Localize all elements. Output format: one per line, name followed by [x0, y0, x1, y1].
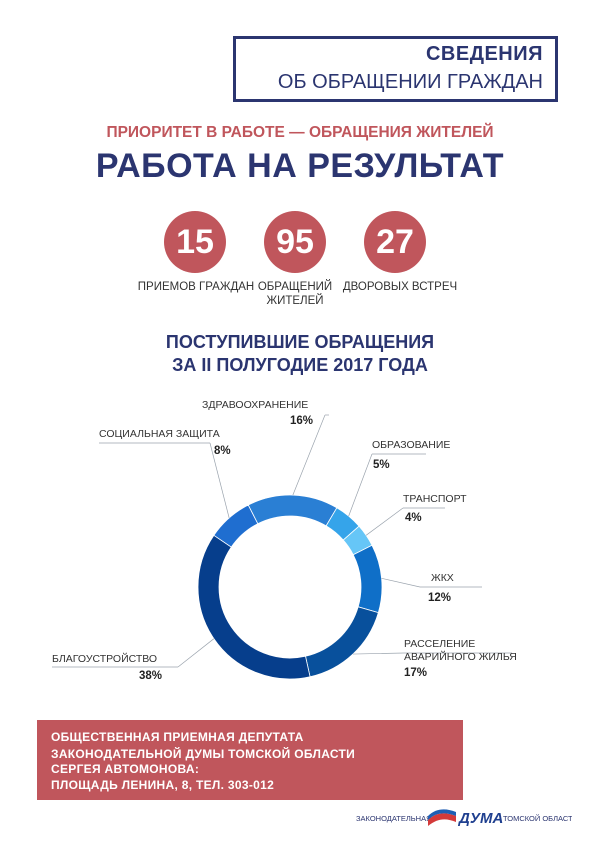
donut-slices	[197, 494, 383, 680]
leader-line-2	[365, 507, 404, 536]
stat-circle-appeals: 95	[264, 211, 326, 273]
stat-circle-receptions: 15	[164, 211, 226, 273]
section-title-line-2: ЗА II ПОЛУГОДИЕ 2017 ГОДА	[172, 355, 428, 375]
donut-slice-0	[247, 494, 338, 527]
leader-line-1	[348, 453, 373, 517]
value-label-1: 5%	[373, 459, 390, 471]
contact-line-1: ОБЩЕСТВЕННАЯ ПРИЕМНАЯ ДЕПУТАТА	[51, 730, 304, 744]
section-title-line-1: ПОСТУПИВШИЕ ОБРАЩЕНИЯ	[165, 332, 435, 352]
stat-label-receptions: ПРИЕМОВ ГРАЖДАН	[137, 281, 255, 293]
value-label-0: 16%	[290, 415, 313, 427]
logo-right-text: ТОМСКОЙ ОБЛАСТИ	[503, 814, 572, 823]
stat-label-meetings: ДВОРОВЫХ ВСТРЕЧ	[342, 281, 458, 293]
value-label-3: 12%	[428, 592, 451, 604]
category-label-6-0: СОЦИАЛЬНАЯ ЗАЩИТА	[99, 428, 220, 440]
stat-label-appeals-2: ЖИТЕЛЕЙ	[266, 295, 324, 307]
category-label-2-0: ТРАНСПОРТ	[403, 493, 467, 505]
stat-label-appeals-1: ОБРАЩЕНИЙ	[257, 281, 333, 293]
logo-left-text: ЗАКОНОДАТЕЛЬНАЯ	[356, 814, 432, 823]
contact-line-2: ЗАКОНОДАТЕЛЬНОЙ ДУМЫ ТОМСКОЙ ОБЛАСТИ	[51, 747, 356, 761]
contact-line-3: СЕРГЕЯ АВТОМОНОВА:	[51, 762, 200, 776]
category-label-5-0: БЛАГОУСТРОЙСТВО	[52, 652, 157, 665]
title-line-1: СВЕДЕНИЯ	[425, 43, 543, 65]
stat-circle-meetings: 27	[364, 211, 426, 273]
leader-lines	[52, 414, 512, 668]
value-label-2: 4%	[405, 512, 422, 524]
value-label-4: 17%	[404, 667, 427, 679]
leader-line-3	[381, 578, 421, 588]
duma-logo: ЗАКОНОДАТЕЛЬНАЯ ДУМА ТОМСКОЙ ОБЛАСТИ	[356, 809, 572, 827]
flag-red-icon	[428, 813, 456, 826]
section-title: ПОСТУПИВШИЕ ОБРАЩЕНИЯ ЗА II ПОЛУГОДИЕ 20…	[0, 331, 600, 377]
donut-chart: ЗДРАВООХРАНЕНИЕ 16% ОБРАЗОВАНИЕ 5% ТРАНСПОРТ…	[52, 399, 517, 682]
category-label-1-0: ОБРАЗОВАНИЕ	[372, 439, 450, 451]
flag-blue-icon	[428, 809, 456, 820]
donut-slice-4	[305, 606, 379, 678]
donut-slice-6	[213, 504, 259, 548]
leader-line-4	[352, 652, 405, 655]
leader-line-6	[209, 442, 230, 519]
category-label-3-0: ЖКХ	[431, 572, 454, 584]
value-label-5: 38%	[139, 670, 162, 682]
category-label-4-1: АВАРИЙНОГО ЖИЛЬЯ	[404, 650, 517, 663]
headline: РАБОТА НА РЕЗУЛЬТАТ	[95, 147, 505, 185]
leader-line-0	[292, 414, 326, 496]
leader-line-5	[177, 638, 215, 668]
category-label-0-0: ЗДРАВООХРАНЕНИЕ	[202, 399, 308, 411]
logo-center-text: ДУМА	[457, 810, 503, 827]
contact-box: ОБЩЕСТВЕННАЯ ПРИЕМНАЯ ДЕПУТАТА ЗАКОНОДАТ…	[37, 720, 463, 800]
donut-slice-3	[352, 544, 383, 614]
value-label-6: 8%	[214, 445, 231, 457]
title-line-2: ОБ ОБРАЩЕНИИ ГРАЖДАН	[277, 71, 543, 93]
title-box: СВЕДЕНИЯ ОБ ОБРАЩЕНИИ ГРАЖДАН	[233, 36, 558, 102]
contact-line-4: ПЛОЩАДЬ ЛЕНИНА, 8, ТЕЛ. 303-012	[51, 778, 275, 792]
chart-labels: ЗДРАВООХРАНЕНИЕ 16% ОБРАЗОВАНИЕ 5% ТРАНСПОРТ…	[52, 399, 517, 682]
category-label-4-0: РАССЕЛЕНИЕ	[404, 638, 475, 650]
subtitle: ПРИОРИТЕТ В РАБОТЕ — ОБРАЩЕНИЯ ЖИТЕЛЕЙ	[106, 124, 494, 141]
donut-slice-5	[197, 534, 311, 680]
